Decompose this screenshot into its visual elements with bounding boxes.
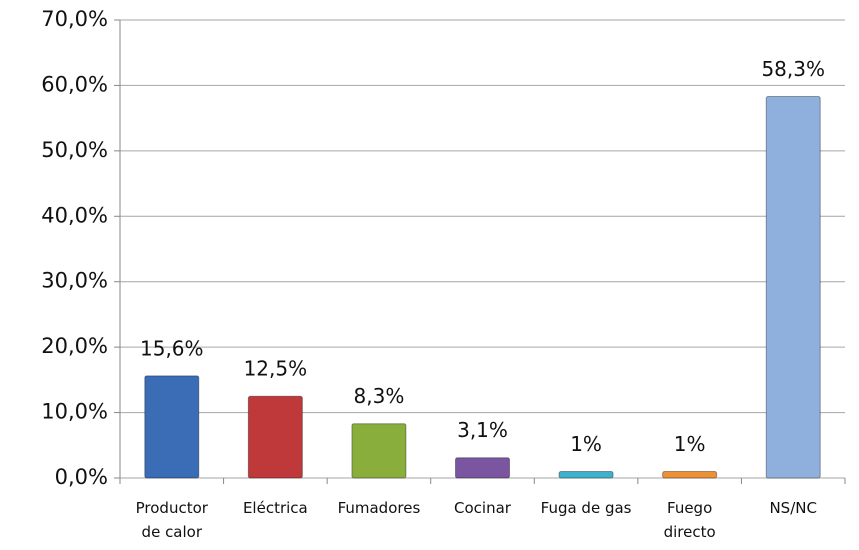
value-label: 8,3% [354,384,405,408]
y-tick-label: 0,0% [55,465,108,489]
y-tick-label: 10,0% [41,400,108,424]
value-label: 1% [674,432,706,456]
x-tick-label: NS/NC [769,499,817,517]
x-tick-label: Fuga de gas [540,499,632,517]
value-label: 3,1% [457,418,508,442]
y-tick-label: 20,0% [41,334,108,358]
x-tick-label: Fumadores [337,499,421,517]
x-tick-label: Cocinar [454,499,511,517]
value-label: 58,3% [761,57,825,81]
value-label: 1% [570,432,602,456]
y-tick-label: 60,0% [41,72,108,96]
x-tick-label: Eléctrica [242,499,308,517]
bar [662,470,718,479]
bar [351,423,407,479]
y-tick-label: 50,0% [41,138,108,162]
bar [247,395,303,479]
y-tick-label: 40,0% [41,203,108,227]
bar [765,96,821,479]
value-label: 15,6% [140,336,204,360]
bar [144,375,200,479]
y-tick-label: 70,0% [41,7,108,31]
value-label: 12,5% [244,357,308,381]
x-tick-label: Productor de calor [135,499,208,541]
bar [455,457,510,479]
y-tick-label: 30,0% [41,269,108,293]
bar [558,470,614,479]
x-tick-label: Fuego directo [663,499,716,541]
